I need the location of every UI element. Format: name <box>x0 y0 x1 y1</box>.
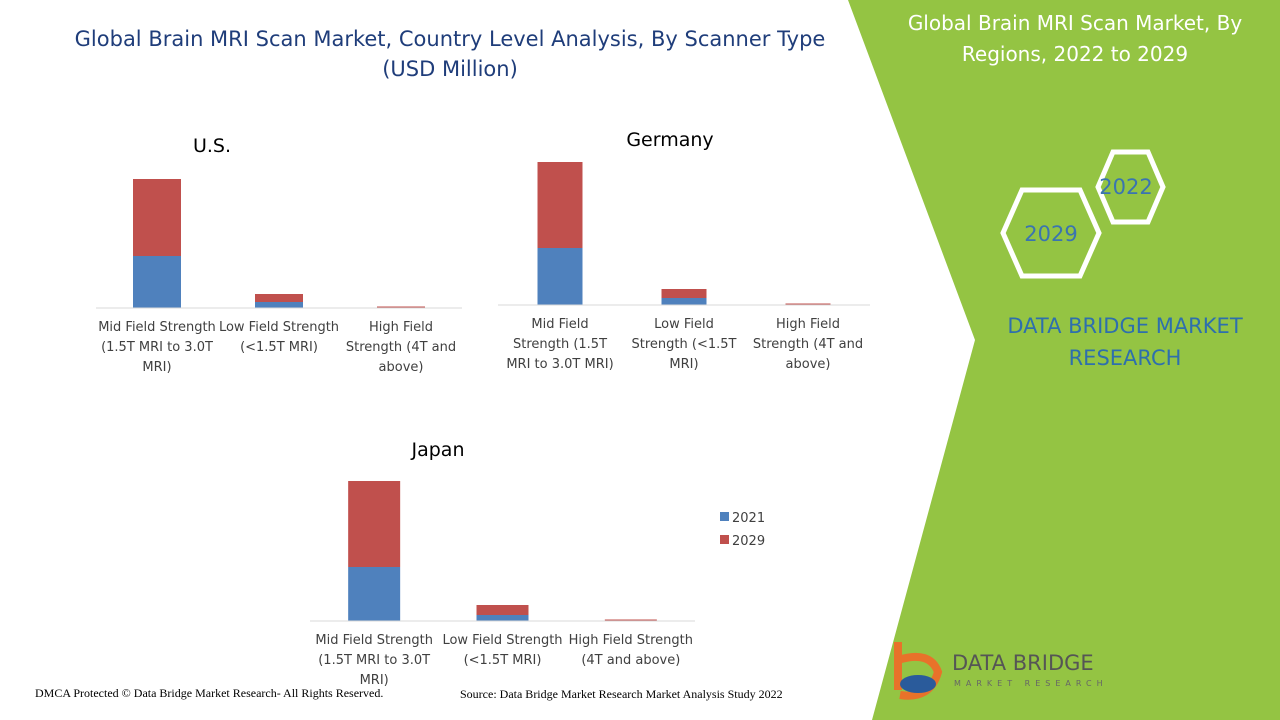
bar-segment <box>476 615 529 621</box>
footer: Source: Data Bridge Market Research Mark… <box>460 687 783 701</box>
legend-swatch <box>720 535 729 544</box>
x-tick-label: Low Field Strength (<1.5T MRI) <box>442 633 563 668</box>
footer: DMCA Protected © Data Bridge Market Rese… <box>35 686 383 700</box>
bar-segment <box>604 619 657 621</box>
logo-name: DATA BRIDGE <box>952 651 1094 675</box>
x-tick-label: Mid Field Strength (1.5T MRI to 3.0T MRI… <box>315 633 433 688</box>
bar-segment <box>133 179 181 256</box>
bar-segment <box>785 303 831 305</box>
x-tick-label: High Field Strength (4T and above) <box>345 320 457 375</box>
x-tick-label: High Field Strength (4T and above) <box>752 317 864 372</box>
brand: DATA BRIDGE MARKET RESEARCH <box>1007 314 1243 370</box>
legend-swatch <box>720 512 729 521</box>
side-panel <box>848 0 1280 720</box>
x-tick-label: Low Field Strength (<1.5T MRI) <box>631 317 737 372</box>
x-tick-label: Mid Field Strength (1.5T MRI to 3.0T MRI… <box>98 320 216 375</box>
legend-label: 2021 <box>732 511 765 526</box>
logo-mark <box>900 675 936 693</box>
hex-label: 2022 <box>1099 175 1152 199</box>
chart-title: Germany <box>626 129 713 151</box>
x-tick-label: Mid Field Strength (1.5T MRI to 3.0T MRI… <box>506 317 614 372</box>
chart-title: U.S. <box>193 135 231 157</box>
bar-segment <box>476 605 529 615</box>
x-tick-label: Low Field Strength (<1.5T MRI) <box>218 320 340 355</box>
hexagon <box>1000 187 1102 279</box>
bar-segment <box>133 256 181 308</box>
x-tick-label: High Field Strength (4T and above) <box>568 633 694 668</box>
bar-segment <box>661 289 707 298</box>
hex-label: 2029 <box>1024 222 1077 246</box>
bar-segment <box>255 302 303 308</box>
bar-segment <box>377 306 425 308</box>
bar-segment <box>348 567 401 621</box>
legend-label: 2029 <box>732 534 765 549</box>
logo-tagline: MARKET RESEARCH <box>954 679 1108 688</box>
hexagon <box>1095 149 1166 225</box>
logo-mark <box>894 642 943 700</box>
side-title: Global Brain MRI Scan Market, By Regions… <box>907 11 1243 66</box>
bar-segment <box>348 481 401 567</box>
bar-segment <box>255 294 303 302</box>
bar-segment <box>537 248 583 305</box>
header: Global Brain MRI Scan Market, Country Le… <box>74 27 826 81</box>
chart-title: Japan <box>411 439 465 461</box>
bar-segment <box>661 298 707 305</box>
bar-segment <box>537 162 583 248</box>
